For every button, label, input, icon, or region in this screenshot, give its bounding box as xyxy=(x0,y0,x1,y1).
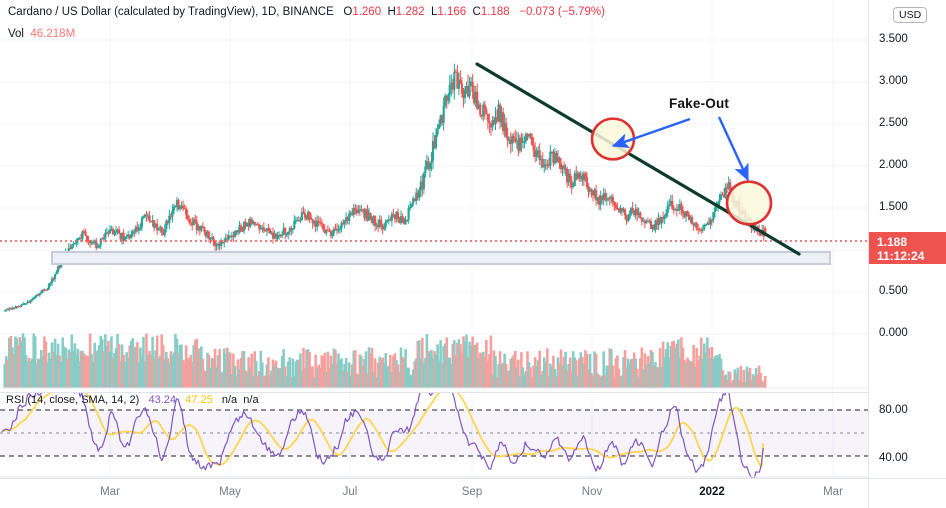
rsi-pane[interactable] xyxy=(0,392,868,478)
chart-legend[interactable]: Cardano / US Dollar (calculated by Tradi… xyxy=(8,5,605,20)
ohlc-low-label: L xyxy=(430,6,438,18)
candlestick-series xyxy=(3,63,767,312)
ohlc-open-value: 1.260 xyxy=(352,6,382,18)
rsi-chart-canvas[interactable] xyxy=(0,392,868,478)
time-tick-Sep: Sep xyxy=(461,486,483,498)
price-tick-2.500: 2.500 xyxy=(879,117,908,129)
volume-value: 46.218M xyxy=(30,28,76,40)
rsi-sma-line xyxy=(1,392,765,468)
bar-countdown: 11:12:24 xyxy=(877,249,925,263)
price-tick-3.500: 3.500 xyxy=(879,33,908,45)
time-tick-Jul: Jul xyxy=(342,486,358,498)
support-zone xyxy=(51,251,831,265)
time-tick-May: May xyxy=(219,486,241,498)
volume-label: Vol xyxy=(8,28,24,40)
rsi-line xyxy=(1,392,764,478)
axis-divider xyxy=(868,479,869,508)
ohlc-close-label: C xyxy=(472,6,481,18)
price-chart-canvas[interactable] xyxy=(0,0,868,392)
time-tick-Mar: Mar xyxy=(100,486,120,498)
rsi-na-2: n/a xyxy=(243,394,259,406)
fakeout-annotation-label: Fake-Out xyxy=(669,96,730,111)
price-pane[interactable] xyxy=(0,0,868,392)
ohlc-close-value: 1.188 xyxy=(480,6,510,18)
volume-series xyxy=(3,333,767,388)
rsi-title: RSI (14, close, SMA, 14, 2) xyxy=(6,394,140,406)
ohlc-high-label: H xyxy=(387,6,396,18)
price-tick-0.000: 0.000 xyxy=(879,327,908,339)
currency-badge: USD xyxy=(893,7,928,23)
rsi-tick-40.00: 40.00 xyxy=(879,452,908,464)
price-tick-0.500: 0.500 xyxy=(879,285,908,297)
rsi-sma-value: 47.25 xyxy=(185,394,213,406)
ohlc-change-value: −0.073 (−5.79%) xyxy=(519,6,605,18)
time-tick-Nov: Nov xyxy=(581,486,603,498)
ohlc-low-value: 1.166 xyxy=(437,6,467,18)
time-tick-2022: 2022 xyxy=(699,486,725,498)
time-axis[interactable]: Mar May Jul Sep Nov 2022 Mar xyxy=(0,478,946,508)
rsi-tick-80.00: 80.00 xyxy=(879,404,908,416)
current-price-value: 1.188 xyxy=(877,235,908,249)
current-price-badge: 1.188 11:12:24 xyxy=(869,232,946,264)
price-axis[interactable]: USD 1.188 11:12:24 3.500 3.000 2.500 2.000 1… xyxy=(868,0,946,478)
price-tick-3.000: 3.000 xyxy=(879,75,908,87)
price-tick-2.000: 2.000 xyxy=(879,159,908,171)
ohlc-high-value: 1.282 xyxy=(395,6,425,18)
time-tick-Mar: Mar xyxy=(823,486,843,498)
price-tick-1.500: 1.500 xyxy=(879,201,908,213)
symbol-title[interactable]: Cardano / US Dollar (calculated by Tradi… xyxy=(8,6,334,18)
volume-legend[interactable]: Vol 46.218M xyxy=(8,27,75,42)
rsi-legend[interactable]: RSI (14, close, SMA, 14, 2) 43.24 47.25 … xyxy=(6,394,259,407)
ohlc-open-label: O xyxy=(343,6,353,18)
rsi-na-1: n/a xyxy=(221,394,238,406)
rsi-value: 43.24 xyxy=(148,394,176,406)
